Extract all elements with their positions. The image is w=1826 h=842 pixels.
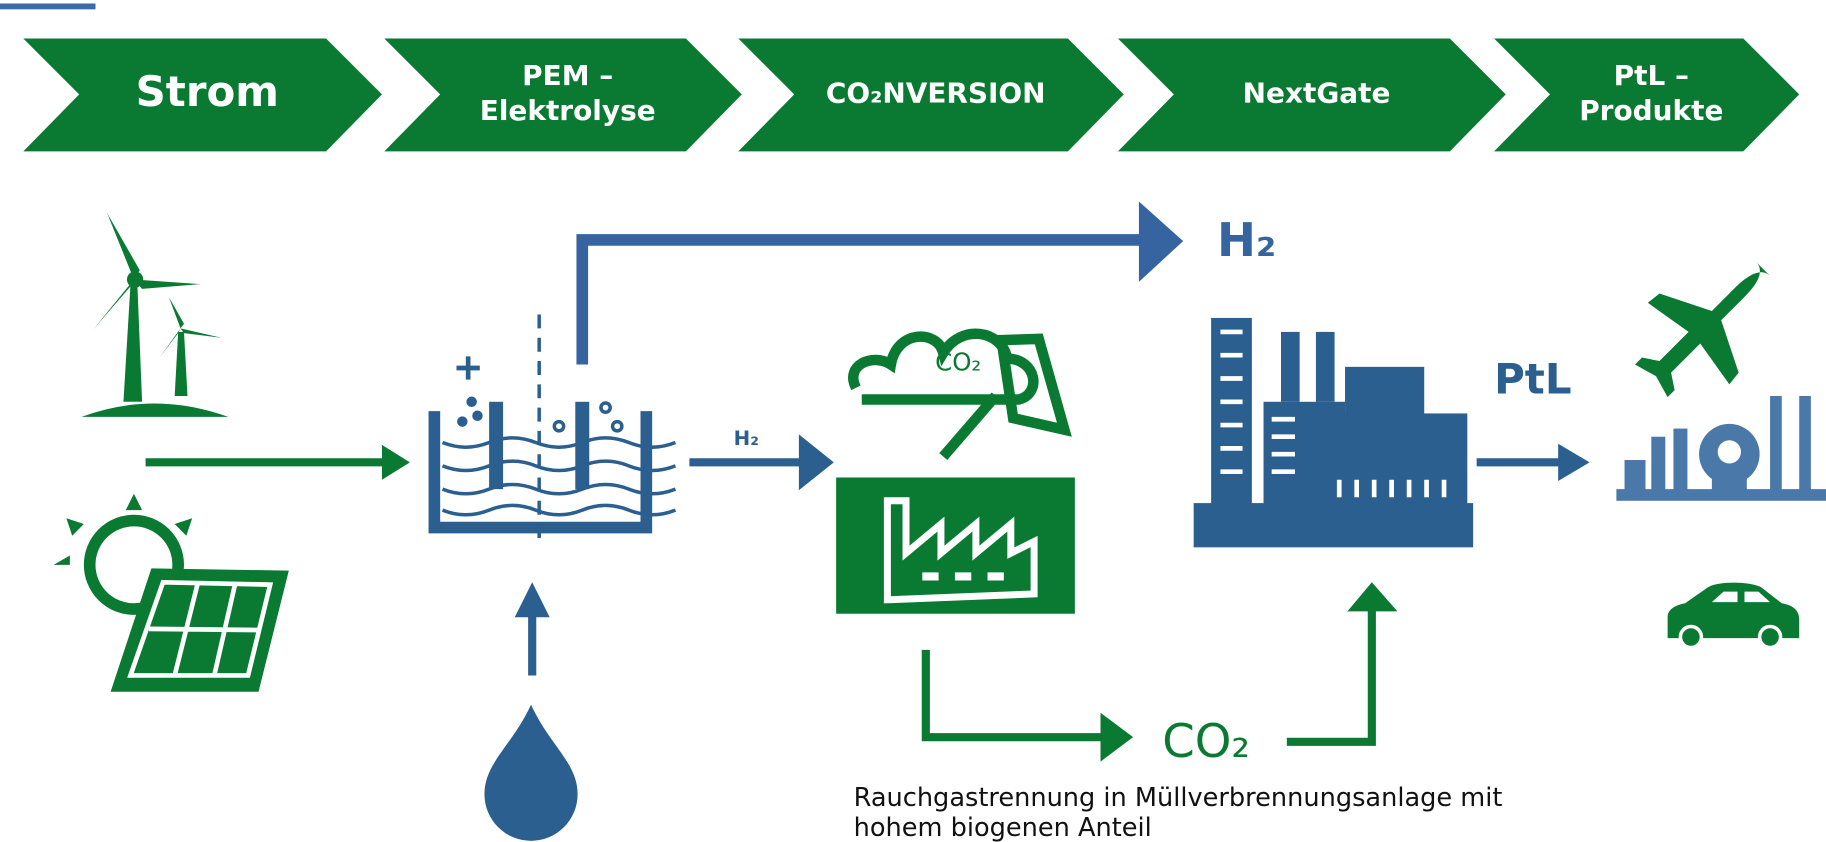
- step-label: NextGate: [1243, 76, 1391, 109]
- process-step: [384, 38, 742, 152]
- co2-label: CO₂: [1162, 714, 1250, 768]
- electrolyzer-icon: [428, 314, 677, 548]
- process-step: [738, 38, 1124, 152]
- co2-cloud-icon: [848, 328, 1072, 460]
- ptl-label: PtL: [1494, 355, 1571, 404]
- h2-label: H₂: [734, 427, 759, 450]
- step-label: CO₂NVERSION: [826, 76, 1046, 109]
- process-step: [1117, 38, 1506, 152]
- arrowhead: [798, 434, 834, 491]
- process-header: Strom PEM –Elektrolyse CO₂NVERSION NextGate…: [23, 38, 1800, 152]
- factory-icon: [836, 477, 1075, 614]
- car-icon: [1667, 582, 1800, 639]
- arrow: [1286, 607, 1376, 746]
- arrowhead: [514, 582, 550, 618]
- process-step: [23, 38, 382, 152]
- process-step: [1494, 38, 1800, 152]
- step-label: PtL –: [1614, 59, 1689, 92]
- arrow: [576, 234, 1148, 365]
- step-label: PEM –: [522, 59, 613, 92]
- arrow: [921, 649, 1104, 742]
- caption: Rauchgastrennung in Müllverbrennungsanla…: [854, 783, 1503, 813]
- h2-label: H₂: [1217, 213, 1276, 267]
- wind-turbine-icon: [81, 213, 229, 417]
- step-label: Elektrolyse: [480, 94, 656, 127]
- step-label: Produkte: [1579, 94, 1723, 127]
- arrowhead: [1138, 201, 1184, 282]
- arrowhead: [1558, 443, 1590, 481]
- arrowhead: [1347, 582, 1398, 612]
- solar-icon: [53, 493, 289, 692]
- water-drop-icon: [484, 704, 578, 841]
- accent-bar: [0, 3, 96, 10]
- caption: hohem biogenen Anteil: [854, 813, 1152, 842]
- co2-label: CO₂: [935, 347, 981, 376]
- arrowheads: [381, 201, 1590, 762]
- step-label: Strom: [136, 67, 279, 116]
- refinery-icon: [1616, 395, 1826, 501]
- arrowhead: [381, 444, 410, 480]
- plane-icon: [1635, 262, 1771, 398]
- plant-icon: [1193, 317, 1474, 548]
- arrows: [145, 234, 1561, 746]
- arrowhead: [1100, 712, 1134, 762]
